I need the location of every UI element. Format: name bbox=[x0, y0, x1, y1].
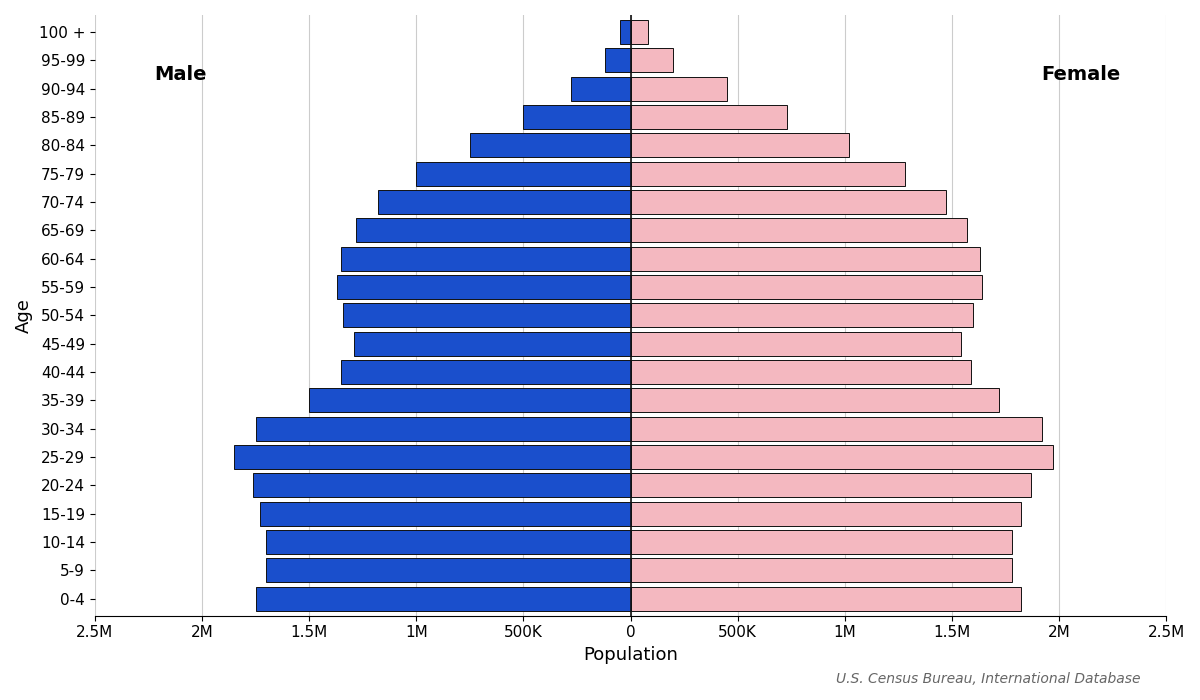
Bar bbox=[354, 332, 630, 356]
Bar bbox=[620, 20, 630, 44]
Bar bbox=[630, 416, 1042, 441]
Bar bbox=[234, 445, 630, 469]
Bar bbox=[630, 246, 980, 271]
Bar bbox=[630, 105, 787, 129]
Bar bbox=[416, 162, 630, 186]
Bar bbox=[310, 389, 630, 412]
Bar bbox=[470, 133, 630, 158]
Bar bbox=[630, 76, 727, 101]
Bar bbox=[266, 530, 630, 554]
Bar bbox=[630, 502, 1021, 526]
Bar bbox=[630, 530, 1012, 554]
Bar bbox=[605, 48, 630, 72]
Text: Female: Female bbox=[1042, 65, 1121, 84]
Bar bbox=[343, 303, 630, 328]
Bar bbox=[256, 416, 630, 441]
Bar bbox=[266, 559, 630, 582]
Bar bbox=[570, 76, 630, 101]
Bar bbox=[630, 389, 1000, 412]
Bar bbox=[630, 360, 971, 384]
Bar bbox=[630, 218, 967, 242]
Bar bbox=[253, 473, 630, 498]
Bar bbox=[630, 332, 961, 356]
Bar bbox=[356, 218, 630, 242]
Bar bbox=[378, 190, 630, 214]
Bar bbox=[630, 133, 850, 158]
Bar bbox=[256, 587, 630, 611]
Text: Male: Male bbox=[155, 65, 206, 84]
Bar bbox=[260, 502, 630, 526]
Bar bbox=[630, 275, 982, 299]
Bar bbox=[523, 105, 630, 129]
Bar bbox=[630, 473, 1031, 498]
Bar bbox=[337, 275, 630, 299]
Bar bbox=[630, 162, 905, 186]
Bar bbox=[630, 20, 648, 44]
Bar bbox=[630, 303, 973, 328]
Y-axis label: Age: Age bbox=[14, 298, 32, 332]
Bar bbox=[630, 587, 1021, 611]
Text: U.S. Census Bureau, International Database: U.S. Census Bureau, International Databa… bbox=[835, 672, 1140, 686]
Bar bbox=[630, 559, 1012, 582]
X-axis label: Population: Population bbox=[583, 646, 678, 664]
Bar bbox=[341, 246, 630, 271]
Bar bbox=[630, 445, 1052, 469]
Bar bbox=[630, 190, 946, 214]
Bar bbox=[341, 360, 630, 384]
Bar bbox=[630, 48, 673, 72]
